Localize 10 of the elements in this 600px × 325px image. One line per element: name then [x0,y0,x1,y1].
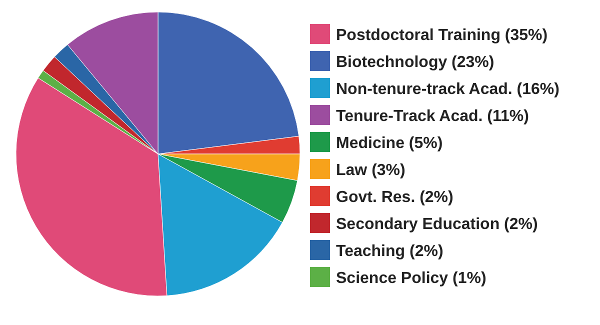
legend-label: Postdoctoral Training (35%) [336,27,548,44]
legend-label: Govt. Res. (2%) [336,189,454,206]
legend-label: Medicine (5%) [336,135,443,152]
legend-label: Biotechnology (23%) [336,54,494,71]
legend-label: Law (3%) [336,162,406,179]
legend-label: Tenure-Track Acad. (11%) [336,108,529,125]
legend-label: Non-tenure-track Acad. (16%) [336,81,560,98]
legend-label: Secondary Education (2%) [336,216,538,233]
legend-label: Science Policy (1%) [336,270,486,287]
legend-label: Teaching (2%) [336,243,444,260]
